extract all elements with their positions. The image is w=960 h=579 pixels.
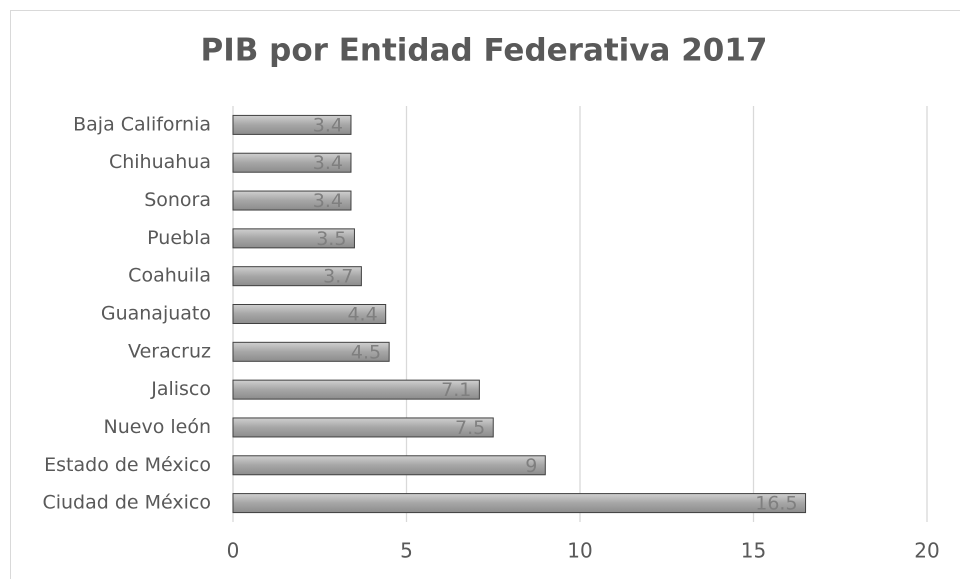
chart-title: PIB por Entidad Federativa 2017 [200, 33, 767, 69]
bar [232, 266, 362, 287]
y-tick-label: Coahuila [128, 265, 211, 287]
chart-border [10, 10, 960, 579]
y-tick-label: Puebla [147, 227, 211, 249]
value-label: 4.4 [347, 304, 377, 326]
x-tick-label: 15 [741, 539, 766, 563]
y-tick-label: Veracruz [128, 340, 211, 362]
bar [232, 304, 387, 324]
bar [232, 152, 352, 173]
value-label: 3.5 [316, 228, 346, 250]
y-tick-label: Ciudad de México [42, 492, 211, 514]
value-label: 4.5 [351, 341, 381, 363]
bar [232, 190, 352, 211]
y-tick-label: Nuevo león [104, 416, 212, 438]
value-label: 3.7 [323, 266, 353, 288]
value-label: 16.5 [755, 493, 797, 515]
bar [232, 417, 494, 438]
bar [232, 114, 352, 135]
y-tick-label: Guanajuato [101, 303, 211, 325]
value-label: 7.1 [441, 379, 471, 401]
bar [232, 341, 390, 362]
y-tick-label: Sonora [144, 189, 211, 211]
value-label: 3.4 [313, 114, 343, 136]
bar [232, 379, 480, 400]
y-tick-label: Estado de México [44, 454, 211, 476]
value-label: 3.4 [313, 190, 343, 212]
x-tick-label: 10 [567, 539, 592, 563]
value-label: 7.5 [455, 417, 485, 439]
y-tick-label: Jalisco [150, 378, 211, 400]
x-tick-label: 5 [400, 539, 413, 563]
y-tick-label: Chihuahua [109, 151, 211, 173]
value-label: 9 [525, 455, 537, 477]
y-tick-label: Baja California [73, 113, 211, 135]
x-tick-label: 0 [227, 539, 240, 563]
value-label: 3.4 [313, 152, 343, 174]
bar [232, 455, 546, 476]
bar [232, 493, 807, 514]
bar [232, 228, 355, 249]
x-tick-label: 20 [914, 539, 939, 563]
